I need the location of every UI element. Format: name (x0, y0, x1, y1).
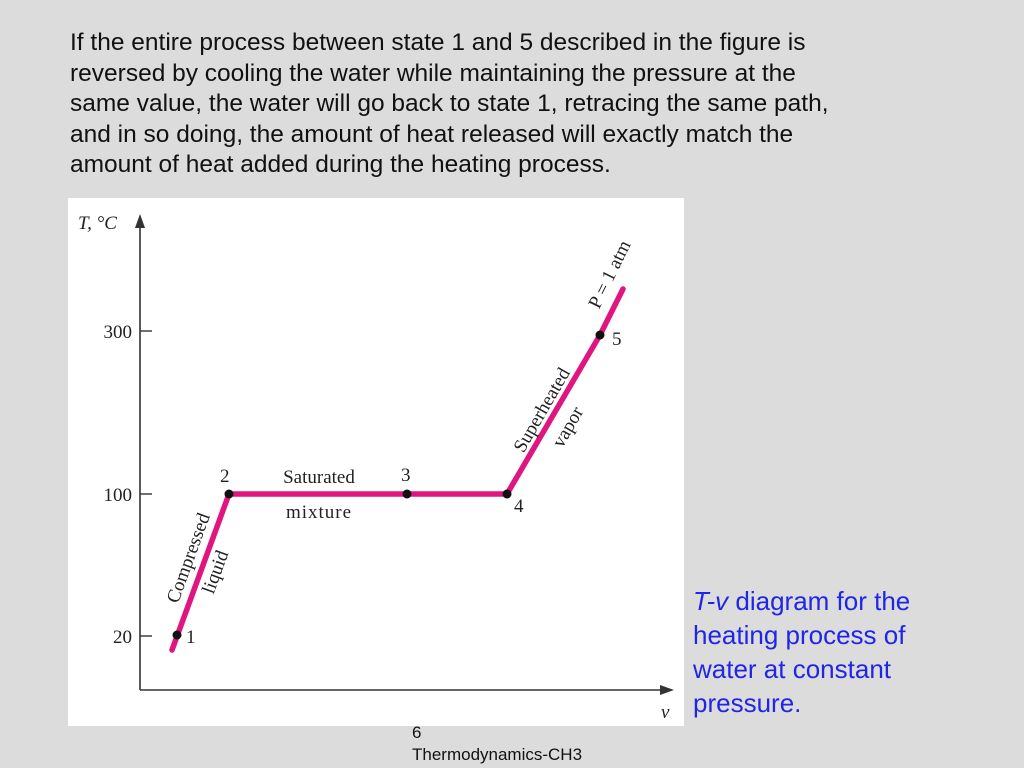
caption-line-1: T-v diagram for the (693, 584, 993, 618)
pressure-label: P = 1 atm (585, 237, 636, 312)
state-point-3 (402, 489, 412, 499)
state-label-1: 1 (186, 627, 196, 648)
caption-line-4: pressure. (693, 688, 802, 718)
figure-caption: T-v diagram for the heating process of w… (693, 584, 993, 720)
state-label-2: 2 (220, 466, 230, 487)
paragraph-line: reversed by cooling the water while main… (70, 59, 796, 87)
process-line (169, 286, 626, 653)
region-label-liquid: liquid (198, 547, 233, 596)
caption-line-2: heating process of (693, 620, 906, 650)
x-axis-label: v (661, 702, 670, 723)
state-point-5 (595, 330, 605, 340)
state-point-2 (224, 489, 234, 499)
course-label: Thermodynamics-CH3 (412, 745, 583, 764)
state-point-4 (502, 489, 512, 499)
paragraph-line: same value, the water will go back to st… (70, 90, 829, 117)
caption-italic-tv: T-v (693, 586, 729, 616)
caption-line-1-rest: diagram for the (728, 586, 911, 616)
state-label-4: 4 (514, 496, 524, 517)
state-label-3: 3 (401, 465, 411, 486)
caption-line-3: water at constant (693, 654, 891, 684)
body-paragraph: If the entire process between state 1 an… (70, 28, 970, 181)
tick-label-300: 300 (104, 322, 133, 343)
slide-footer: 6 Thermodynamics-CH3 (412, 722, 582, 766)
y-axis-arrow (135, 214, 145, 228)
state-label-5: 5 (612, 329, 622, 350)
paragraph-line: If the entire process between state 1 an… (70, 29, 806, 56)
tick-label-100: 100 (104, 485, 133, 506)
region-label-mixture: mixture (286, 502, 352, 523)
paragraph-line: and in so doing, the amount of heat rele… (70, 120, 794, 148)
tick-label-20: 20 (113, 627, 132, 648)
tv-diagram-svg: T, °C v 300 100 20 1 2 3 4 5 Saturated m… (78, 213, 674, 723)
tv-diagram-figure: T, °C v 300 100 20 1 2 3 4 5 Saturated m… (68, 198, 684, 726)
x-axis-arrow (660, 685, 674, 695)
state-point-1 (172, 630, 182, 640)
region-label-saturated: Saturated (283, 467, 355, 488)
y-axis-label: T, °C (78, 213, 117, 234)
paragraph-line: amount of heat added during the heating … (70, 151, 611, 178)
page-number: 6 (412, 723, 422, 742)
